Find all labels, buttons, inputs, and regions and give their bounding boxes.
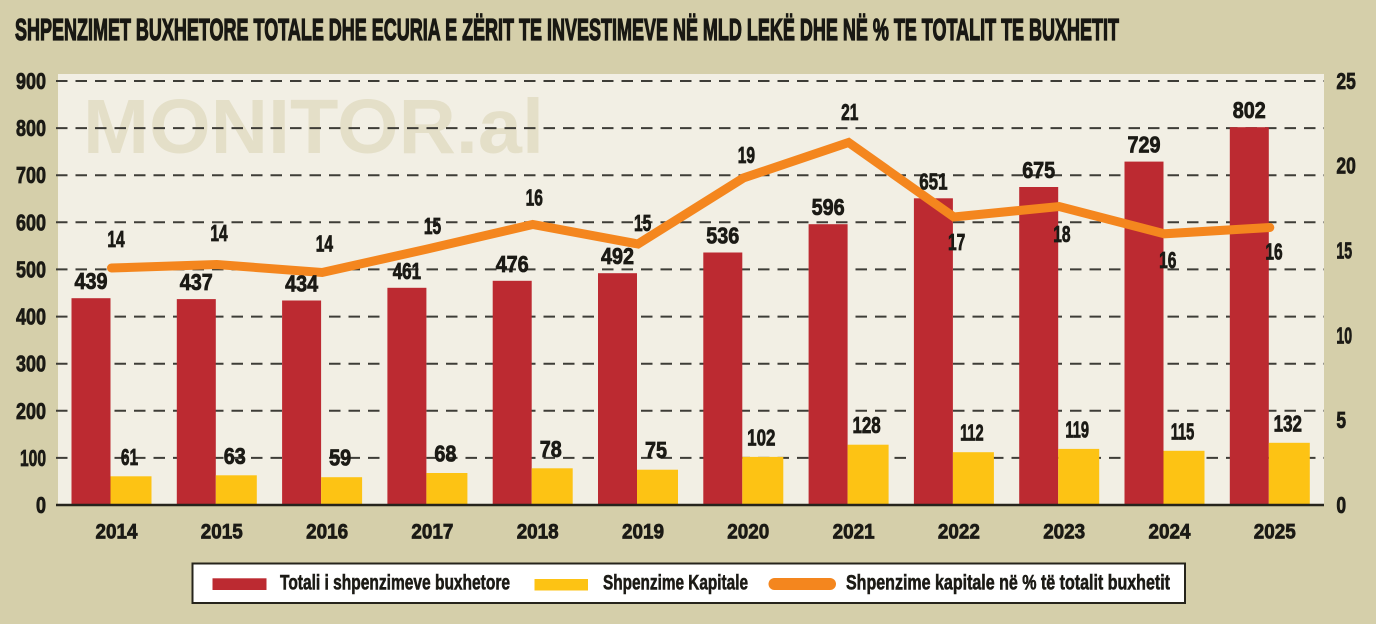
svg-text:59: 59 bbox=[329, 445, 351, 471]
svg-text:0: 0 bbox=[36, 492, 46, 518]
svg-text:16: 16 bbox=[1159, 247, 1176, 273]
svg-text:596: 596 bbox=[812, 194, 845, 220]
svg-text:439: 439 bbox=[75, 268, 108, 294]
svg-text:400: 400 bbox=[16, 304, 46, 330]
svg-text:21: 21 bbox=[841, 99, 858, 125]
svg-text:102: 102 bbox=[747, 424, 775, 450]
svg-text:2022: 2022 bbox=[938, 520, 980, 544]
svg-text:61: 61 bbox=[121, 444, 138, 470]
svg-text:128: 128 bbox=[852, 412, 880, 438]
svg-text:2016: 2016 bbox=[306, 520, 348, 544]
svg-text:2017: 2017 bbox=[411, 520, 453, 544]
svg-text:2020: 2020 bbox=[727, 520, 769, 544]
svg-text:434: 434 bbox=[285, 271, 318, 297]
svg-text:25: 25 bbox=[1336, 68, 1355, 94]
svg-text:14: 14 bbox=[107, 226, 124, 252]
svg-text:492: 492 bbox=[601, 243, 634, 269]
svg-text:78: 78 bbox=[540, 436, 562, 462]
svg-text:17: 17 bbox=[948, 229, 965, 255]
svg-text:2015: 2015 bbox=[201, 520, 243, 544]
svg-text:18: 18 bbox=[1053, 221, 1070, 247]
svg-text:675: 675 bbox=[1022, 157, 1055, 183]
svg-text:68: 68 bbox=[434, 441, 456, 467]
svg-text:100: 100 bbox=[20, 445, 46, 471]
svg-text:63: 63 bbox=[224, 443, 246, 469]
svg-text:75: 75 bbox=[645, 437, 667, 463]
svg-text:MONITOR.al: MONITOR.al bbox=[83, 84, 544, 170]
svg-text:2019: 2019 bbox=[622, 520, 664, 544]
svg-text:2018: 2018 bbox=[517, 520, 559, 544]
svg-text:Shpenzime kapitale në % të tot: Shpenzime kapitale në % të totalit buxhe… bbox=[846, 571, 1170, 594]
svg-text:500: 500 bbox=[16, 256, 46, 282]
svg-text:Shpenzime Kapitale: Shpenzime Kapitale bbox=[603, 571, 748, 594]
svg-text:10: 10 bbox=[1336, 322, 1352, 348]
svg-text:300: 300 bbox=[16, 351, 46, 377]
svg-text:2021: 2021 bbox=[833, 520, 875, 544]
svg-text:15: 15 bbox=[634, 210, 651, 236]
svg-text:2014: 2014 bbox=[96, 520, 138, 544]
svg-text:476: 476 bbox=[496, 251, 529, 277]
svg-text:15: 15 bbox=[1336, 238, 1352, 264]
svg-text:200: 200 bbox=[16, 398, 46, 424]
svg-text:112: 112 bbox=[960, 420, 984, 446]
svg-text:16: 16 bbox=[1265, 239, 1282, 265]
svg-text:600: 600 bbox=[16, 209, 46, 235]
svg-text:2023: 2023 bbox=[1043, 520, 1085, 544]
svg-text:900: 900 bbox=[16, 68, 46, 94]
svg-text:20: 20 bbox=[1336, 153, 1355, 179]
svg-text:700: 700 bbox=[16, 162, 46, 188]
svg-text:132: 132 bbox=[1274, 410, 1302, 436]
svg-text:729: 729 bbox=[1128, 132, 1161, 158]
svg-text:14: 14 bbox=[210, 220, 227, 246]
svg-text:14: 14 bbox=[316, 231, 333, 257]
svg-text:15: 15 bbox=[424, 213, 441, 239]
svg-text:19: 19 bbox=[738, 142, 755, 168]
svg-text:536: 536 bbox=[706, 223, 739, 249]
svg-text:SHPENZIMET BUXHETORE TOTALE DH: SHPENZIMET BUXHETORE TOTALE DHE ECURIA E… bbox=[15, 12, 1119, 47]
svg-text:461: 461 bbox=[393, 258, 421, 284]
svg-text:2025: 2025 bbox=[1254, 520, 1296, 544]
svg-text:Totali i shpenzimeve buxhetore: Totali i shpenzimeve buxhetore bbox=[280, 571, 510, 594]
svg-text:802: 802 bbox=[1233, 97, 1266, 123]
svg-text:651: 651 bbox=[919, 168, 947, 194]
svg-text:800: 800 bbox=[16, 115, 46, 141]
svg-text:16: 16 bbox=[526, 184, 543, 210]
svg-text:437: 437 bbox=[180, 269, 213, 295]
svg-text:0: 0 bbox=[1336, 492, 1346, 518]
svg-text:119: 119 bbox=[1065, 416, 1089, 442]
svg-text:5: 5 bbox=[1336, 407, 1346, 433]
svg-text:2024: 2024 bbox=[1149, 520, 1191, 544]
svg-text:115: 115 bbox=[1171, 418, 1195, 444]
